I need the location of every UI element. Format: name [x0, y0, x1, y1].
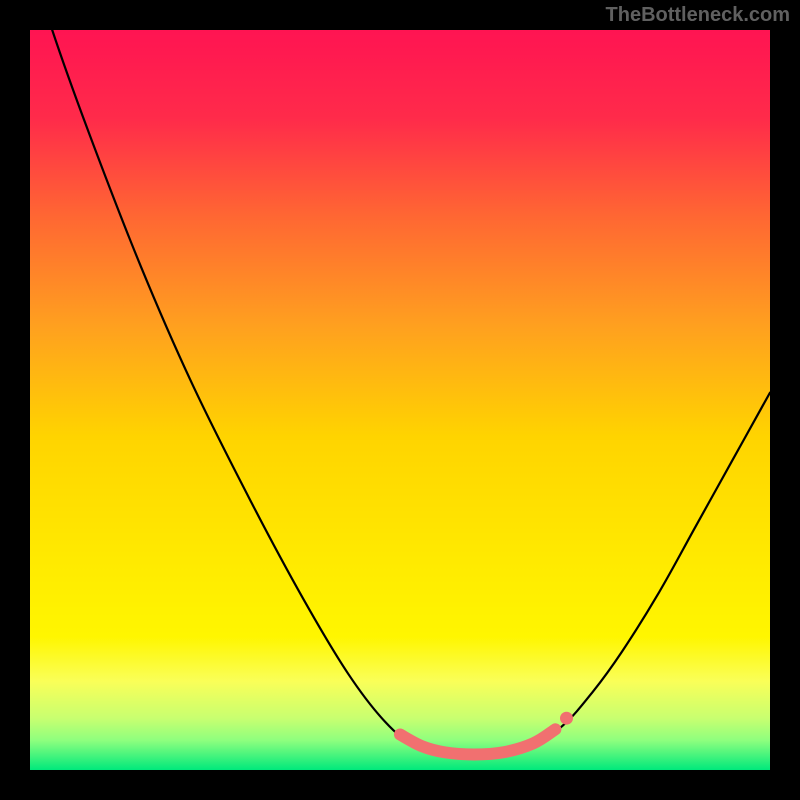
highlight-segment — [400, 729, 555, 754]
attribution-text: TheBottleneck.com — [606, 4, 790, 27]
curve-layer — [30, 30, 770, 770]
highlight-endpoint-marker — [560, 712, 573, 725]
bottleneck-curve — [30, 30, 770, 755]
plot-area — [30, 30, 770, 770]
